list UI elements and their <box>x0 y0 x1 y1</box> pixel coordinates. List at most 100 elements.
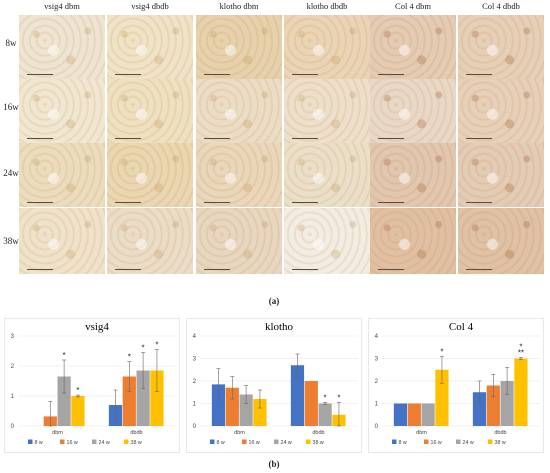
y-tick-label: 2 <box>375 379 379 385</box>
chart-klotho-svg: klotho 0 1 2 3 4 dbm dbdb * * 8 w 16 w 24 w 38 w <box>186 318 362 453</box>
legend-label: 8 w <box>217 440 225 446</box>
legend-swatch <box>306 439 311 444</box>
micrograph-tile <box>19 79 105 143</box>
micrograph-tile <box>284 79 370 143</box>
scale-bar <box>204 269 230 270</box>
scale-bar <box>115 74 141 75</box>
micrograph-tile <box>107 143 193 207</box>
row-label-16w: 16w <box>3 102 19 112</box>
scale-bar <box>292 202 318 203</box>
micrograph-tile <box>458 79 544 143</box>
micrograph-tile <box>284 143 370 207</box>
row-label-24w: 24w <box>3 168 19 178</box>
column-label-klotho-dbm: klotho dbm <box>219 1 259 11</box>
micrograph-tile <box>196 208 282 274</box>
bar <box>407 403 421 426</box>
scale-bar <box>27 269 53 270</box>
micrograph-tile <box>370 15 456 79</box>
column-label-col4-dbm: Col 4 dbm <box>395 1 431 11</box>
bar <box>122 376 136 426</box>
y-tick-label: 0 <box>375 424 379 430</box>
scale-bar <box>378 202 404 203</box>
legend-label: 16 w <box>431 440 442 446</box>
legend-swatch <box>124 439 129 444</box>
panel-a-caption: (a) <box>268 296 280 306</box>
micrograph-tile <box>458 15 544 79</box>
y-tick-label: 3 <box>193 357 197 363</box>
chart-col4: Col 4 0 1 2 3 4 dbm dbdb * * ** 8 w 16 w 24 w 38 w <box>368 318 544 453</box>
chart-vsig4-svg: vsig4 0 1 2 3 dbm dbdb * * * * * 8 w 16 w 24 w 38 w <box>4 318 180 453</box>
bar <box>500 381 514 426</box>
scale-bar <box>466 74 492 75</box>
row-label-38w: 38w <box>3 236 19 246</box>
micrograph-tile <box>19 15 105 79</box>
scale-bar <box>204 74 230 75</box>
significance-marker: * <box>519 342 522 351</box>
significance-marker: ** <box>518 348 524 357</box>
y-tick-label: 2 <box>193 379 197 385</box>
legend-swatch <box>210 439 215 444</box>
significance-marker: * <box>128 353 131 362</box>
significance-marker: * <box>76 386 79 395</box>
y-tick-label: 0 <box>11 424 15 430</box>
x-category-label: dbm <box>234 430 245 436</box>
column-label-vsig4-dbm: vsig4 dbm <box>44 1 80 11</box>
legend-swatch <box>242 439 247 444</box>
bar <box>472 392 487 426</box>
chart-title: Col 4 <box>449 321 474 333</box>
chart-title: vsig4 <box>85 321 109 333</box>
bar <box>253 399 267 426</box>
x-category-label: dbdb <box>130 430 142 436</box>
micrograph-tile <box>458 208 544 274</box>
scale-bar <box>115 138 141 139</box>
y-tick-label: 1 <box>193 402 197 408</box>
significance-marker: * <box>142 344 145 353</box>
bar <box>57 376 71 426</box>
micrograph-tile <box>196 143 282 207</box>
scale-bar <box>27 202 53 203</box>
column-label-vsig4-dbdb: vsig4 dbdb <box>131 1 169 11</box>
legend-label: 38 w <box>131 440 142 446</box>
legend-swatch <box>424 439 429 444</box>
y-tick-label: 1 <box>375 402 379 408</box>
micrograph-tile <box>107 208 193 274</box>
legend-label: 8 w <box>35 440 43 446</box>
chart-vsig4: vsig4 0 1 2 3 dbm dbdb * * * * * 8 w 16 w 24 w 38 w <box>4 318 180 453</box>
micrograph-tile <box>284 208 370 274</box>
bar <box>136 370 150 426</box>
scale-bar <box>27 74 53 75</box>
significance-marker: * <box>440 347 443 356</box>
scale-bar <box>292 74 318 75</box>
micrograph-tile <box>196 79 282 143</box>
panel-b-caption: (b) <box>268 459 280 469</box>
y-tick-label: 2 <box>11 364 15 370</box>
micrograph-tile <box>19 143 105 207</box>
micrograph-tile <box>370 79 456 143</box>
scale-bar <box>292 138 318 139</box>
scale-bar <box>378 74 404 75</box>
micrograph-tile <box>19 208 105 274</box>
scale-bar <box>466 269 492 270</box>
micrograph-tile <box>107 79 193 143</box>
legend-label: 38 w <box>313 440 324 446</box>
column-label-col4-dbdb: Col 4 dbdb <box>482 1 520 11</box>
scale-bar <box>204 202 230 203</box>
chart-klotho: klotho 0 1 2 3 4 dbm dbdb * * 8 w 16 w 24 w 38 w <box>186 318 362 453</box>
legend-swatch <box>392 439 397 444</box>
scale-bar <box>204 138 230 139</box>
y-tick-label: 3 <box>375 357 379 363</box>
bar <box>435 369 449 426</box>
bar <box>304 381 318 426</box>
scale-bar <box>27 138 53 139</box>
column-label-klotho-dbdb: klotho dbdb <box>306 1 348 11</box>
scale-bar <box>466 202 492 203</box>
x-category-label: dbm <box>52 430 63 436</box>
y-tick-label: 4 <box>193 334 197 340</box>
bar <box>150 370 164 426</box>
legend-label: 16 w <box>249 440 260 446</box>
bar <box>211 384 226 426</box>
legend-label: 24 w <box>463 440 474 446</box>
scale-bar <box>466 138 492 139</box>
legend-swatch <box>92 439 97 444</box>
